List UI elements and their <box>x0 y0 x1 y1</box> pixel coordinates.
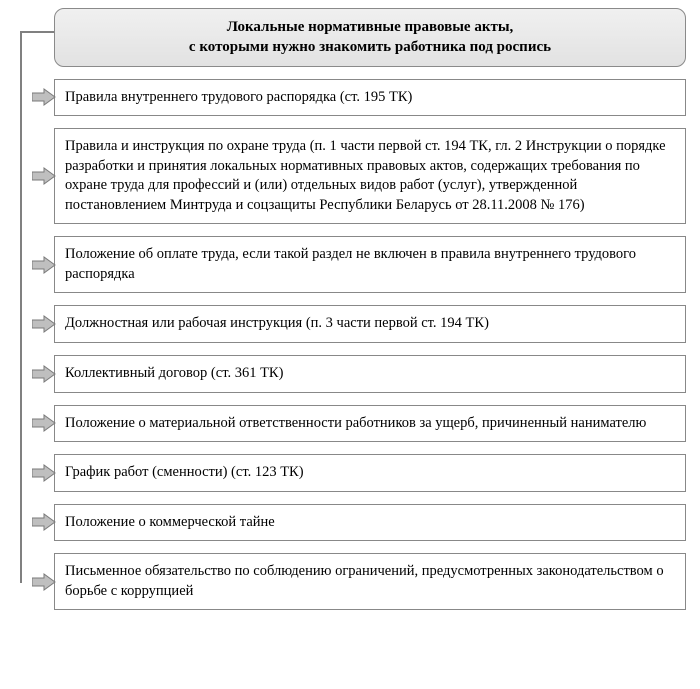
items-container: Правила внутреннего трудового распорядка… <box>14 79 686 611</box>
item-box: Правила внутреннего трудового распорядка… <box>54 79 686 117</box>
arrow-icon <box>32 573 56 591</box>
arrow-icon <box>32 315 56 333</box>
item-box: Коллективный договор (ст. 361 ТК) <box>54 355 686 393</box>
item-row: Правила внутреннего трудового распорядка… <box>14 79 686 117</box>
arrow-icon <box>32 414 56 432</box>
trunk-horizontal <box>20 31 54 33</box>
item-box: Должностная или рабочая инструкция (п. 3… <box>54 305 686 343</box>
item-box: Правила и инструкция по охране труда (п.… <box>54 128 686 224</box>
item-text: Положение о коммерческой тайне <box>65 514 275 530</box>
branch-arrow <box>32 167 56 185</box>
item-row: График работ (сменности) (ст. 123 ТК) <box>14 454 686 492</box>
arrow-icon <box>32 365 56 383</box>
item-row: Положение о коммерческой тайне <box>14 504 686 542</box>
arrow-icon <box>32 167 56 185</box>
item-box: Положение о материальной ответственности… <box>54 405 686 443</box>
item-box: Положение о коммерческой тайне <box>54 504 686 542</box>
branch-arrow <box>32 513 56 531</box>
item-text: Правила внутреннего трудового распорядка… <box>65 89 412 105</box>
diagram-root: Локальные нормативные правовые акты, с к… <box>0 0 700 634</box>
arrow-icon <box>32 464 56 482</box>
header-line-2: с которыми нужно знакомить работника под… <box>67 37 673 57</box>
branch-arrow <box>32 464 56 482</box>
item-row: Письменное обязательство по соблюдению о… <box>14 553 686 610</box>
item-row: Правила и инструкция по охране труда (п.… <box>14 128 686 224</box>
item-row: Положение об оплате труда, если такой ра… <box>14 236 686 293</box>
branch-arrow <box>32 365 56 383</box>
item-text: Положение о материальной ответственности… <box>65 415 646 431</box>
item-row: Коллективный договор (ст. 361 ТК) <box>14 355 686 393</box>
item-text: Письменное обязательство по соблюдению о… <box>65 563 664 599</box>
arrow-icon <box>32 88 56 106</box>
item-text: Правила и инструкция по охране труда (п.… <box>65 138 666 213</box>
branch-arrow <box>32 414 56 432</box>
item-row: Должностная или рабочая инструкция (п. 3… <box>14 305 686 343</box>
item-text: Коллективный договор (ст. 361 ТК) <box>65 365 283 381</box>
item-box: Письменное обязательство по соблюдению о… <box>54 553 686 610</box>
branch-arrow <box>32 573 56 591</box>
header-line-1: Локальные нормативные правовые акты, <box>67 17 673 37</box>
item-text: Положение об оплате труда, если такой ра… <box>65 246 636 282</box>
item-row: Положение о материальной ответственности… <box>14 405 686 443</box>
header-box: Локальные нормативные правовые акты, с к… <box>54 8 686 67</box>
branch-arrow <box>32 315 56 333</box>
branch-arrow <box>32 256 56 274</box>
item-box: График работ (сменности) (ст. 123 ТК) <box>54 454 686 492</box>
item-box: Положение об оплате труда, если такой ра… <box>54 236 686 293</box>
item-text: Должностная или рабочая инструкция (п. 3… <box>65 315 489 331</box>
arrow-icon <box>32 256 56 274</box>
item-text: График работ (сменности) (ст. 123 ТК) <box>65 464 304 480</box>
arrow-icon <box>32 513 56 531</box>
branch-arrow <box>32 88 56 106</box>
